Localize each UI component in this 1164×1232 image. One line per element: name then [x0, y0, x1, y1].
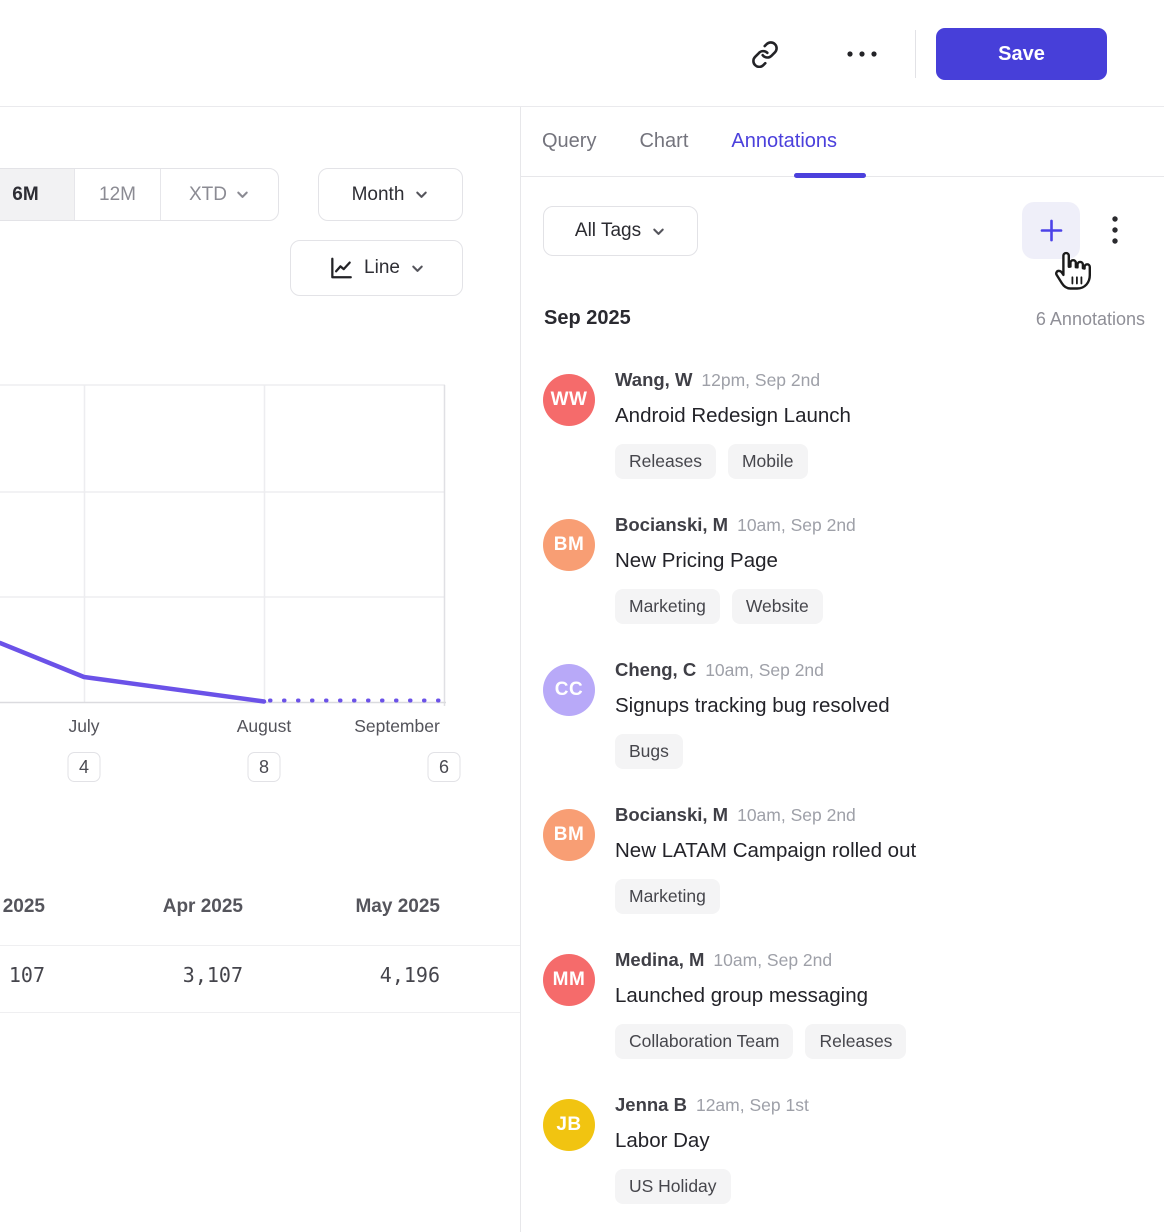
annotation-item[interactable]: CC Cheng, C 10am, Sep 2nd Signups trackin…: [543, 659, 1143, 769]
more-options-button[interactable]: [840, 32, 884, 76]
annotation-author: Bocianski, M: [615, 804, 729, 825]
annotation-tag[interactable]: Marketing: [615, 879, 720, 914]
avatar: CC: [543, 664, 595, 716]
table-header-col2: Apr 2025: [162, 896, 243, 917]
annotation-timestamp: 12am, Sep 1st: [695, 1095, 809, 1115]
annotation-item[interactable]: WW Wang, W 12pm, Sep 2nd Android Redesign…: [543, 369, 1143, 479]
annotation-timestamp: 10am, Sep 2nd: [737, 515, 856, 535]
annotations-panel: Query Chart Annotations All Tags: [520, 107, 1164, 1232]
annotation-count-badge-august[interactable]: 8: [247, 752, 281, 782]
annotation-author: Wang, W: [615, 369, 693, 390]
annotation-item[interactable]: BM Bocianski, M 10am, Sep 2nd New LATAM C…: [543, 804, 1143, 914]
share-link-button[interactable]: [743, 32, 787, 76]
chevron-down-icon: [410, 261, 425, 276]
axis-label-july: July: [68, 716, 100, 736]
tab-query[interactable]: Query: [542, 130, 597, 152]
annotation-author: Bocianski, M: [615, 514, 729, 535]
annotations-menu-button[interactable]: [1101, 210, 1129, 254]
annotation-group-count: 6 Annotations: [1035, 309, 1145, 329]
annotation-item[interactable]: MM Medina, M 10am, Sep 2nd Launched group…: [543, 949, 1143, 1059]
annotation-item[interactable]: JB Jenna B 12am, Sep 1st Labor Day US Hol…: [543, 1094, 1143, 1204]
chart-type-label: Line: [364, 257, 400, 278]
annotation-count-badge-july[interactable]: 4: [67, 752, 101, 782]
add-annotation-button[interactable]: [1022, 202, 1080, 259]
table-divider: [0, 945, 520, 946]
link-icon: [751, 40, 779, 68]
annotation-tag[interactable]: Marketing: [615, 589, 720, 624]
line-chart[interactable]: [0, 384, 446, 711]
annotation-author: Jenna B: [615, 1094, 687, 1115]
annotation-tag[interactable]: Mobile: [727, 444, 808, 479]
kebab-icon: [1111, 214, 1119, 250]
date-range-selector: 6M 12M XTD: [0, 168, 279, 221]
granularity-label: Month: [351, 183, 405, 205]
axis-label-august: August: [236, 716, 292, 736]
annotation-author: Cheng, C: [615, 659, 697, 680]
annotation-item[interactable]: BM Bocianski, M 10am, Sep 2nd New Pricing…: [543, 514, 1143, 624]
plus-icon: [1038, 217, 1065, 244]
annotation-list: WW Wang, W 12pm, Sep 2nd Android Redesign…: [543, 369, 1143, 1232]
annotation-tag[interactable]: Bugs: [615, 734, 683, 769]
top-bar: Save: [0, 0, 1164, 107]
tab-annotations[interactable]: Annotations: [731, 130, 838, 152]
chart-type-dropdown[interactable]: Line: [290, 240, 463, 296]
annotation-title: Signups tracking bug resolved: [615, 694, 890, 717]
table-value-col2: 3,107: [182, 963, 243, 987]
annotation-tag[interactable]: Collaboration Team: [615, 1024, 794, 1059]
ellipsis-icon: [845, 48, 879, 60]
annotation-title: Labor Day: [615, 1129, 710, 1152]
active-tab-underline: [794, 173, 866, 178]
annotation-timestamp: 10am, Sep 2nd: [713, 950, 833, 970]
avatar: WW: [543, 374, 595, 426]
axis-label-september: September: [354, 716, 440, 736]
avatar: BM: [543, 519, 595, 571]
avatar: JB: [543, 1099, 595, 1151]
range-6m-button[interactable]: 6M: [0, 169, 74, 220]
table-value-col1: 107: [8, 963, 45, 987]
topbar-divider: [915, 30, 916, 78]
range-12m-button[interactable]: 12M: [74, 169, 161, 220]
line-chart-icon: [328, 255, 354, 281]
chart-panel: 6M 12M XTD Month Line: [0, 107, 520, 1232]
chevron-down-icon: [651, 224, 666, 239]
tab-chart[interactable]: Chart: [639, 130, 689, 152]
tag-filter-dropdown[interactable]: All Tags: [543, 206, 698, 256]
annotation-timestamp: 12pm, Sep 2nd: [701, 370, 821, 390]
tag-filter-label: All Tags: [574, 220, 642, 241]
annotation-tag[interactable]: US Holiday: [615, 1169, 731, 1204]
annotation-title: New LATAM Campaign rolled out: [615, 839, 917, 862]
chevron-down-icon: [235, 187, 250, 202]
range-xtd-button[interactable]: XTD: [161, 169, 278, 220]
annotation-tag[interactable]: Releases: [805, 1024, 907, 1059]
annotation-count-badge-september[interactable]: 6: [427, 752, 461, 782]
annotation-timestamp: 10am, Sep 2nd: [705, 660, 824, 680]
avatar: BM: [543, 809, 595, 861]
granularity-dropdown[interactable]: Month: [318, 168, 463, 221]
table-divider: [0, 1012, 520, 1013]
chevron-down-icon: [414, 187, 429, 202]
annotation-author: Medina, M: [615, 949, 705, 970]
panel-tabs: Query Chart Annotations: [521, 107, 1164, 178]
annotation-timestamp: 10am, Sep 2nd: [737, 805, 856, 825]
avatar: MM: [543, 954, 595, 1006]
annotation-title: Android Redesign Launch: [615, 404, 851, 427]
save-button[interactable]: Save: [936, 28, 1107, 80]
table-value-col3: 4,196: [379, 963, 440, 987]
annotation-tag[interactable]: Releases: [615, 444, 716, 479]
annotation-tag[interactable]: Website: [731, 589, 823, 624]
chart-line-actual: [0, 640, 267, 704]
table-header-col3: May 2025: [355, 896, 440, 917]
annotation-title: New Pricing Page: [615, 549, 778, 572]
annotation-title: Launched group messaging: [615, 984, 869, 1007]
table-header-col1: 2025: [2, 896, 45, 917]
annotation-group-title: Sep 2025: [544, 307, 631, 329]
range-xtd-label: XTD: [189, 183, 227, 205]
